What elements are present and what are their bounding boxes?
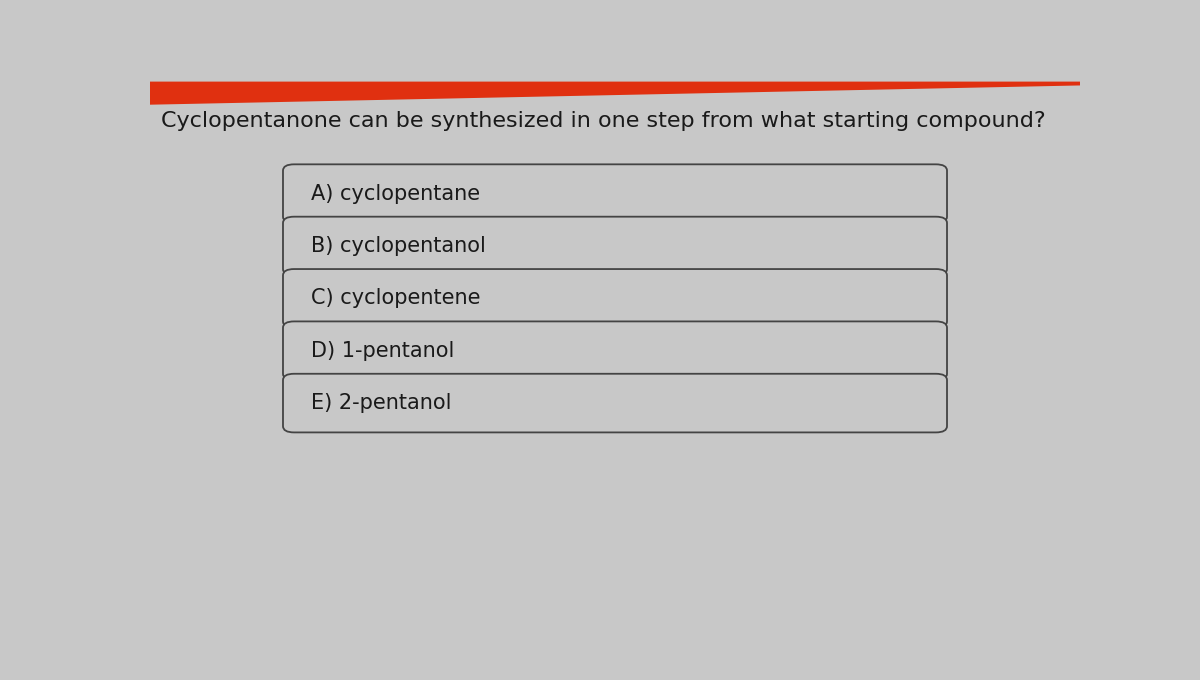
FancyBboxPatch shape [283,165,947,223]
FancyBboxPatch shape [283,374,947,432]
FancyBboxPatch shape [283,269,947,328]
Text: D) 1-pentanol: D) 1-pentanol [311,341,455,360]
Text: E) 2-pentanol: E) 2-pentanol [311,393,451,413]
Polygon shape [150,82,1080,105]
Text: Cyclopentanone can be synthesized in one step from what starting compound?: Cyclopentanone can be synthesized in one… [161,111,1045,131]
Text: A) cyclopentane: A) cyclopentane [311,184,480,203]
FancyBboxPatch shape [283,217,947,275]
FancyBboxPatch shape [283,322,947,380]
Text: B) cyclopentanol: B) cyclopentanol [311,236,486,256]
Text: C) cyclopentene: C) cyclopentene [311,288,480,308]
